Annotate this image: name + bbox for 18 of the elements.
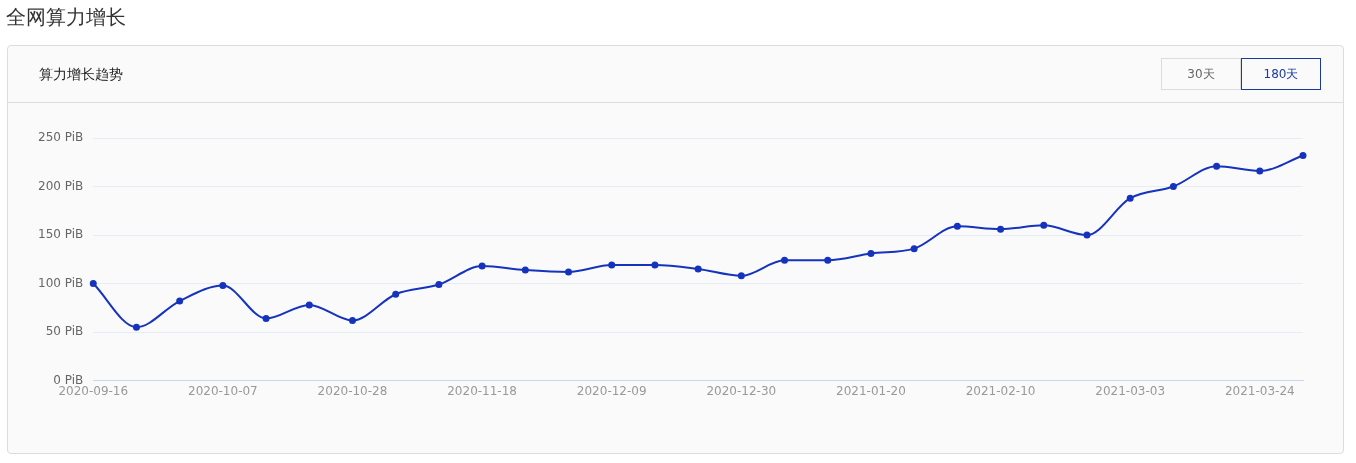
chart-subtitle: 算力增长趋势 xyxy=(39,66,123,84)
x-tick-label: 2020-12-09 xyxy=(576,383,647,398)
x-tick-label: 2020-10-28 xyxy=(317,383,388,398)
chart-title: 全网算力增长 xyxy=(6,4,126,31)
x-tick-label: 2020-12-30 xyxy=(706,383,777,398)
x-tick-label: 2021-02-10 xyxy=(965,383,1036,398)
y-tick-label: 50 PiB xyxy=(45,324,84,339)
x-tick-label: 2020-10-07 xyxy=(188,383,258,398)
y-tick-label: 250 PiB xyxy=(37,130,84,145)
text: 30天 xyxy=(1161,58,1241,90)
x-tick-label: 2021-03-24 xyxy=(1224,383,1295,398)
x-tick-label: 2021-01-20 xyxy=(836,383,906,398)
y-tick-label: 200 PiB xyxy=(37,178,84,193)
x-tick-label: 2021-03-03 xyxy=(1095,383,1166,398)
y-tick-label: 150 PiB xyxy=(37,227,84,242)
y-tick-label: 100 PiB xyxy=(37,275,84,290)
x-tick-label: 2020-11-18 xyxy=(447,383,517,398)
text: 180天 xyxy=(1241,58,1321,90)
